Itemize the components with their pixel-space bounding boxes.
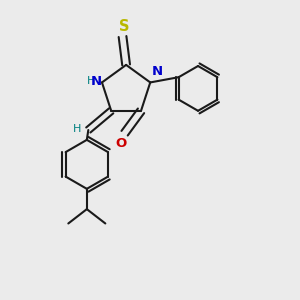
Text: N: N [91,75,102,88]
Text: O: O [116,137,127,150]
Text: N: N [152,65,163,78]
Text: S: S [119,19,129,34]
Text: H: H [74,124,82,134]
Text: H: H [86,76,95,86]
